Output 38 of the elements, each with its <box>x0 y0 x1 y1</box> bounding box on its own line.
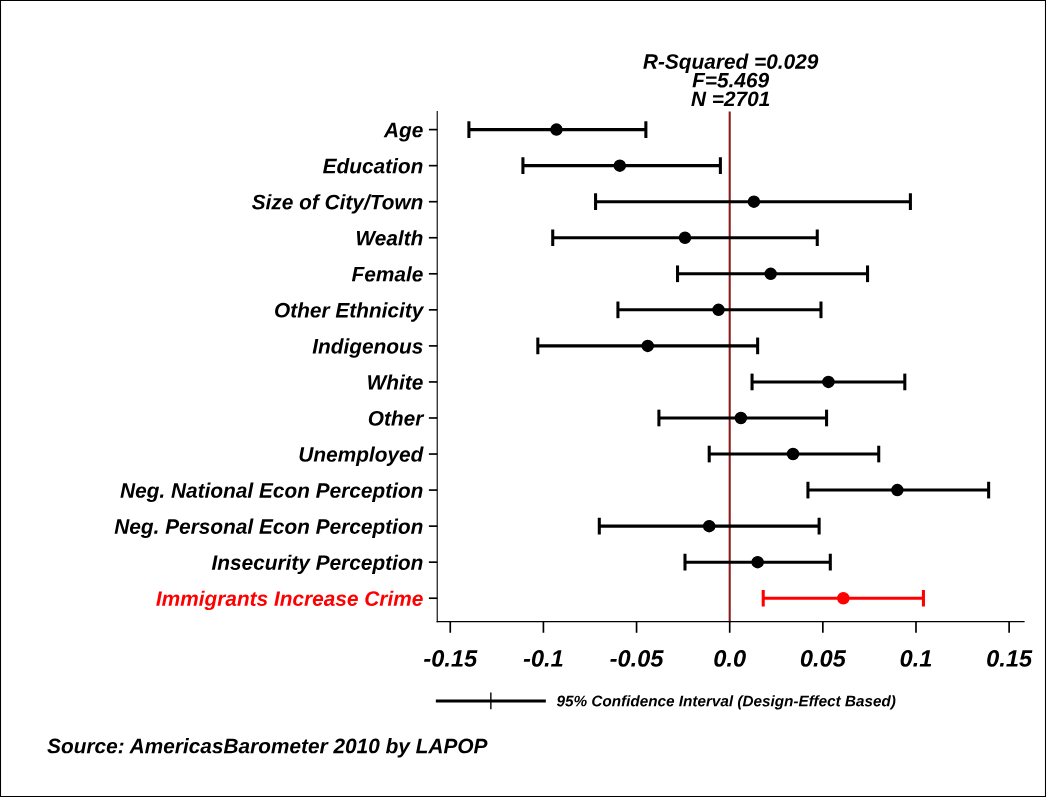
y-tick-label: Insecurity Perception <box>211 554 423 575</box>
y-tick-label: Other <box>368 410 425 426</box>
x-tick-label: 0.1 <box>900 650 932 667</box>
point <box>751 555 764 569</box>
y-tick-label: Female <box>351 266 423 282</box>
point <box>712 303 725 317</box>
point <box>702 519 716 533</box>
chart-title: R-Squared =0.029 F=5.469 N =2701 <box>643 53 819 107</box>
point <box>734 411 748 425</box>
point <box>613 159 627 172</box>
y-tick-label: Other Ethnicity <box>275 302 425 322</box>
y-tick-label: Neg. Personal Econ Perception <box>114 518 423 538</box>
point <box>641 339 654 353</box>
x-tick-label: 0.05 <box>800 650 847 667</box>
y-tick-label: Age <box>383 122 423 142</box>
y-tick-label: Neg. National Econ Perception <box>120 482 423 502</box>
x-tick-label: 0.0 <box>714 650 746 667</box>
y-tick-label: Unemployed <box>299 446 424 466</box>
point <box>550 123 563 136</box>
point <box>822 375 835 389</box>
y-tick-label: Size of City/Town <box>251 194 423 214</box>
y-tick-label: Indigenous <box>312 338 423 358</box>
point <box>747 195 761 208</box>
x-tick-label: -0.1 <box>523 650 563 667</box>
y-tick-label: Immigrants Increase Crime <box>156 590 423 611</box>
point <box>678 231 692 244</box>
y-tick-label: White <box>368 374 423 390</box>
x-tick-label: 0.15 <box>987 650 1033 667</box>
x-tick-label: -0.15 <box>424 650 478 667</box>
source-note: Source: AmericasBarometer 2010 by LAPOP <box>47 738 488 758</box>
y-tick-label: Education <box>323 158 423 174</box>
y-tick-label: Wealth <box>356 230 423 246</box>
point <box>891 483 904 497</box>
x-tick-label: -0.05 <box>610 650 664 667</box>
point <box>786 447 800 461</box>
point <box>764 267 777 281</box>
point <box>837 591 850 605</box>
text: 95% Confidence Interval (Design-Effect Based) <box>556 695 896 710</box>
